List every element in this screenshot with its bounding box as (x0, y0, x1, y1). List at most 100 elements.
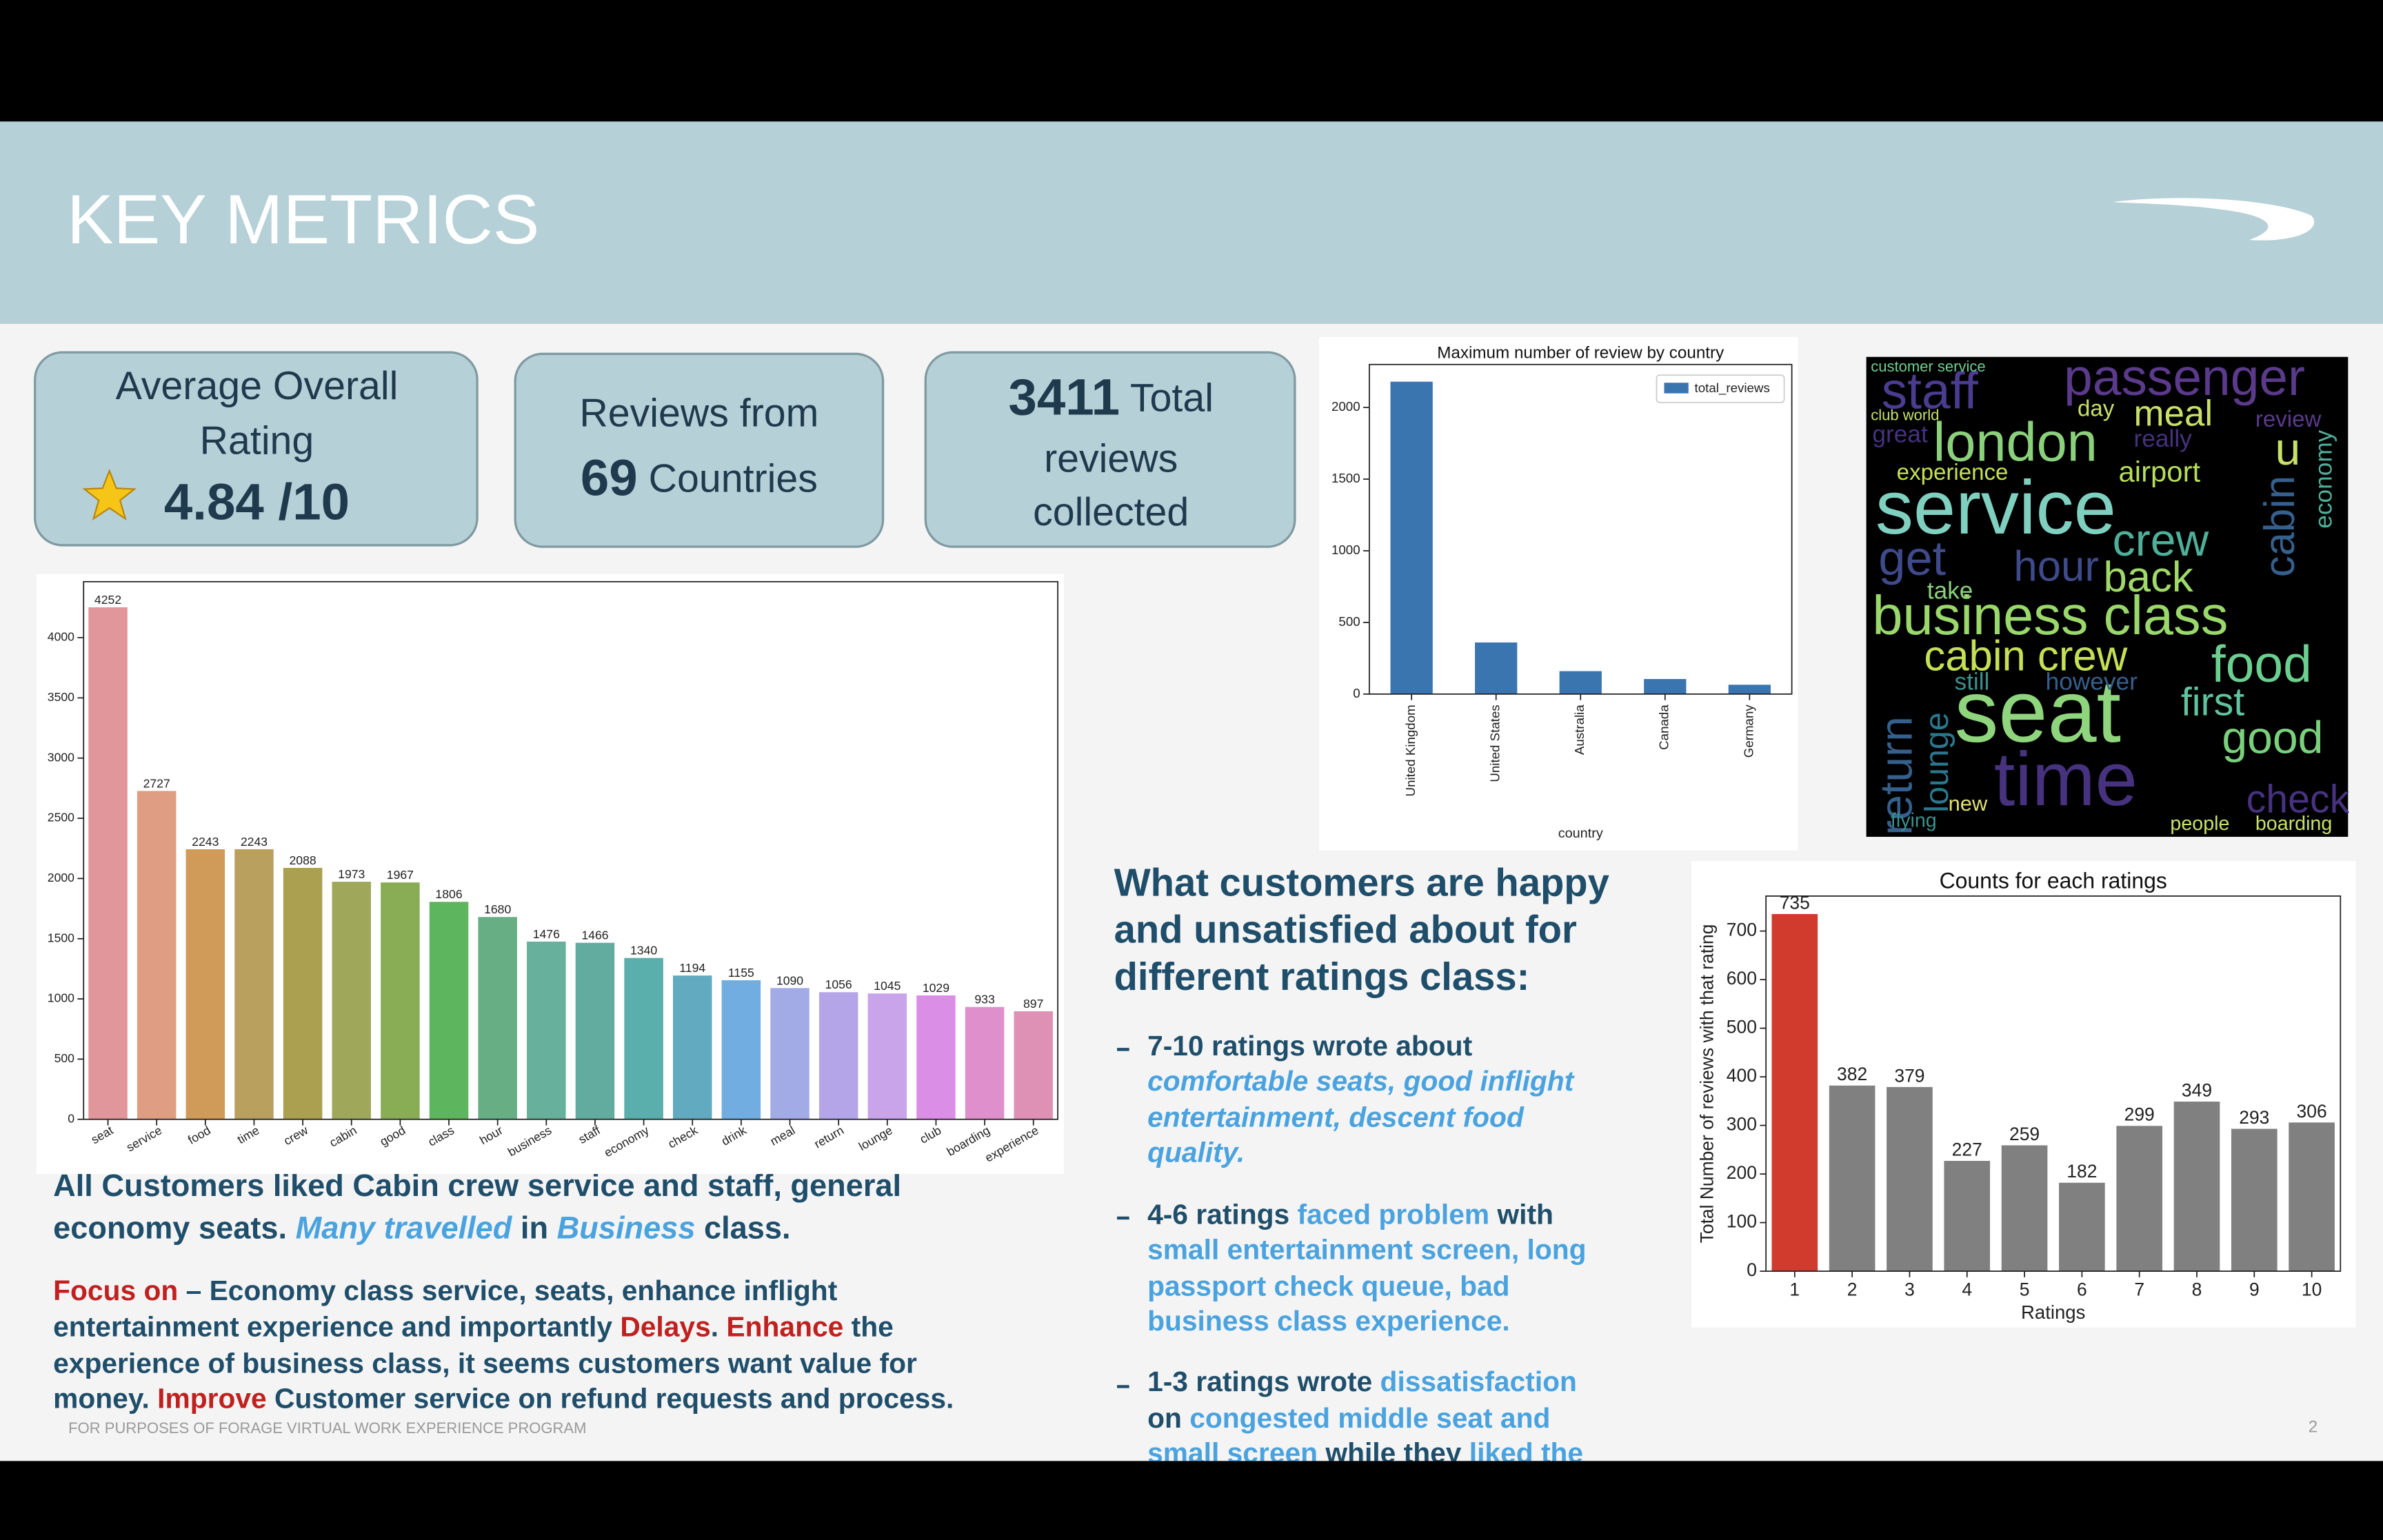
word: crew (2113, 515, 2209, 566)
bar (381, 882, 420, 1119)
text-run: . (711, 1311, 727, 1343)
data-label: 227 (1952, 1139, 1982, 1159)
chart-title: Counts for each ratings (1940, 868, 2167, 893)
data-label: 735 (1780, 892, 1810, 913)
bullet-markers (1116, 1048, 1129, 1388)
text-run: class. (695, 1210, 790, 1245)
bar (88, 607, 128, 1119)
data-label: 293 (2239, 1107, 2269, 1128)
bar (770, 988, 810, 1119)
chart-title: Maximum number of review by country (1437, 344, 1725, 363)
word: great (1872, 421, 1928, 448)
bar (575, 942, 615, 1119)
bullet-text: entertainment, descent food (1147, 1101, 1525, 1133)
bar (2001, 1145, 2048, 1272)
data-label: 897 (1023, 997, 1043, 1011)
bullet-text: 1-3 ratings wrote dissatisfaction (1147, 1366, 1577, 1397)
data-label: 2243 (192, 835, 219, 849)
data-label: 349 (2182, 1080, 2212, 1100)
data-label: 2727 (143, 776, 170, 790)
x-tick-label: Germany (1741, 705, 1756, 758)
bullet-text: small entertainment screen, long (1147, 1233, 1586, 1265)
axes-frame (83, 580, 1058, 1120)
bar (429, 902, 469, 1119)
word: really (2134, 425, 2193, 452)
text-run: What customers are happy (1114, 860, 1609, 904)
data-label: 1194 (679, 961, 705, 975)
word: service (1876, 465, 2116, 550)
bar (2289, 1122, 2335, 1272)
text-run: 69 (581, 449, 638, 506)
data-label: 1090 (776, 973, 803, 987)
bar (2173, 1102, 2220, 1272)
bar (137, 791, 177, 1119)
x-tick-label: Canada (1657, 705, 1671, 750)
text-run: quality. (1147, 1136, 1245, 1168)
axes-frame (1765, 895, 2342, 1272)
bar (1887, 1086, 1933, 1272)
x-tick-label: Australia (1572, 705, 1587, 755)
legend-label: total_reviews (1695, 381, 1770, 396)
text-run: 3411 (1008, 368, 1120, 425)
y-tick-label: 1500 (1331, 471, 1360, 485)
bar (2231, 1128, 2278, 1272)
word: still (1954, 669, 1989, 696)
legend-swatch (1664, 383, 1689, 394)
y-tick-label: 700 (1727, 920, 1757, 940)
metric-text: 4.84 /10 (164, 473, 350, 530)
word: however (2046, 669, 2138, 696)
bar (1475, 642, 1518, 694)
text-run: Customer service on refund requests and … (267, 1382, 954, 1414)
bar (234, 849, 274, 1119)
bullet-text: quality. (1147, 1136, 1245, 1168)
text-run: business class experience. (1147, 1305, 1510, 1337)
focus-text: entertainment experience and importantly… (53, 1311, 894, 1343)
bullet-text: comfortable seats, good inflight (1147, 1065, 1575, 1097)
y-tick-label: 400 (1727, 1065, 1757, 1086)
y-tick-label: 500 (54, 1051, 75, 1065)
y-tick-label: 0 (1747, 1259, 1757, 1280)
x-tick-label: 5 (2020, 1279, 2030, 1300)
word: staff (1882, 362, 1978, 420)
data-label: 1045 (874, 979, 901, 993)
data-label: 1967 (387, 868, 414, 882)
metric-text: collected (1033, 490, 1189, 534)
metric-card (514, 352, 885, 548)
data-label: 4252 (94, 593, 121, 607)
bullet-text: on congested middle seat and (1147, 1402, 1550, 1434)
bar (2059, 1182, 2105, 1272)
text-run: Focus on (53, 1275, 178, 1306)
word: cabin crew (1924, 632, 2127, 680)
text-run: 4-6 ratings (1147, 1198, 1297, 1230)
text-run: Enhance (726, 1311, 843, 1343)
page-number: 2 (2309, 1417, 2317, 1436)
footer-note: FOR PURPOSES OF FORAGE VIRTUAL WORK EXPE… (68, 1419, 586, 1437)
word-cloud-background (1866, 356, 2349, 837)
word: back (2103, 554, 2193, 601)
y-tick-label: 3000 (48, 750, 74, 764)
data-label: 1466 (581, 929, 608, 942)
y-tick-label: 0 (1353, 686, 1360, 700)
data-label: 2243 (241, 835, 268, 849)
x-tick-label: 9 (2249, 1279, 2260, 1300)
metric-card (34, 351, 479, 547)
text-run: experience of business class, it seems c… (53, 1347, 917, 1379)
bar (916, 995, 956, 1119)
y-tick-label: 2500 (48, 811, 74, 824)
y-tick-label: 600 (1727, 968, 1757, 989)
metric-text: 69 Countries (581, 449, 818, 506)
summary-text: economy seats. Many travelled in Busines… (53, 1210, 790, 1245)
x-tick-label: 6 (2077, 1279, 2087, 1300)
logo (2112, 198, 2315, 241)
metric-text: reviews (1044, 437, 1178, 481)
bar (867, 993, 907, 1119)
text-run: different ratings class: (1114, 955, 1530, 998)
y-tick-label: 500 (1338, 614, 1360, 629)
bar (1014, 1011, 1053, 1119)
x-tick-label: United States (1488, 705, 1502, 782)
text-run: faced problem (1298, 1198, 1490, 1230)
word: good (2222, 713, 2323, 764)
text-run: in (512, 1210, 556, 1245)
